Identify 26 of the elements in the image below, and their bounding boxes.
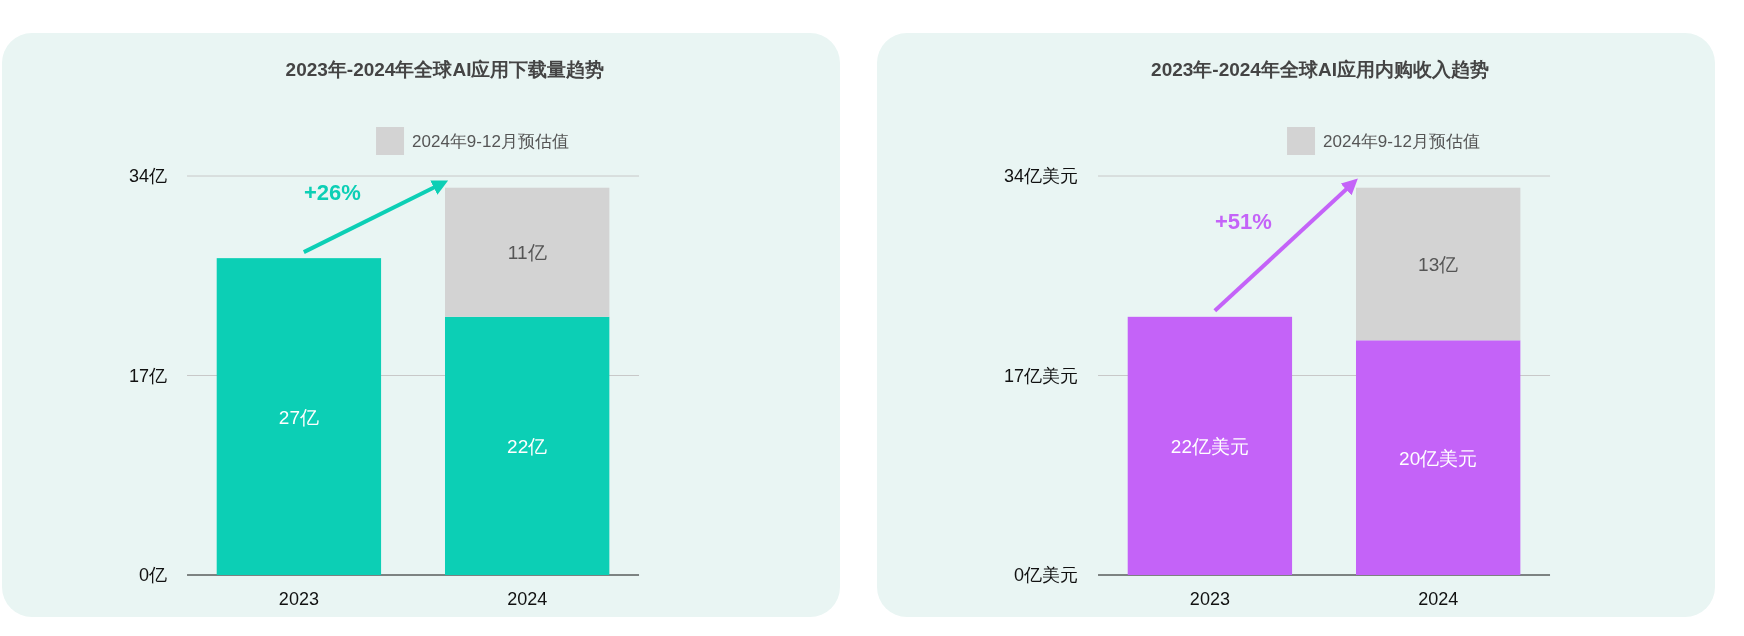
- data-label: 27亿: [278, 406, 319, 428]
- legend-label: 2024年9-12月预估值: [412, 132, 569, 151]
- y-tick-label: 0亿: [139, 565, 168, 586]
- data-label: 22亿: [507, 435, 548, 457]
- annotation: +26%: [303, 180, 361, 206]
- x-tick-label: 2024: [1418, 588, 1459, 609]
- bar: [1355, 340, 1521, 575]
- y-tick-label: 17亿: [129, 365, 168, 386]
- chart-title: 2023年-2024年全球AI应用下载量趋势: [285, 59, 605, 80]
- y-tick-label: 34亿美元: [1004, 166, 1079, 187]
- bar: [444, 316, 610, 575]
- annotation: +51%: [1214, 209, 1272, 235]
- data-label: 22亿美元: [1170, 435, 1249, 457]
- y-tick-label: 0亿美元: [1014, 565, 1079, 586]
- chart-title: 2023年-2024年全球AI应用内购收入趋势: [1151, 59, 1489, 80]
- bar: [1127, 316, 1293, 575]
- legend-label: 2024年9-12月预估值: [1323, 132, 1480, 151]
- x-tick-label: 2024: [507, 588, 548, 609]
- y-tick-label: 17亿美元: [1004, 365, 1079, 386]
- data-label: 11亿: [507, 242, 547, 264]
- x-tick-label: 2023: [278, 588, 319, 609]
- data-label: 20亿美元: [1399, 447, 1478, 469]
- data-label: 13亿: [1418, 254, 1459, 276]
- y-tick-label: 34亿: [129, 166, 168, 187]
- x-tick-label: 2023: [1189, 588, 1230, 609]
- bar: [216, 258, 382, 575]
